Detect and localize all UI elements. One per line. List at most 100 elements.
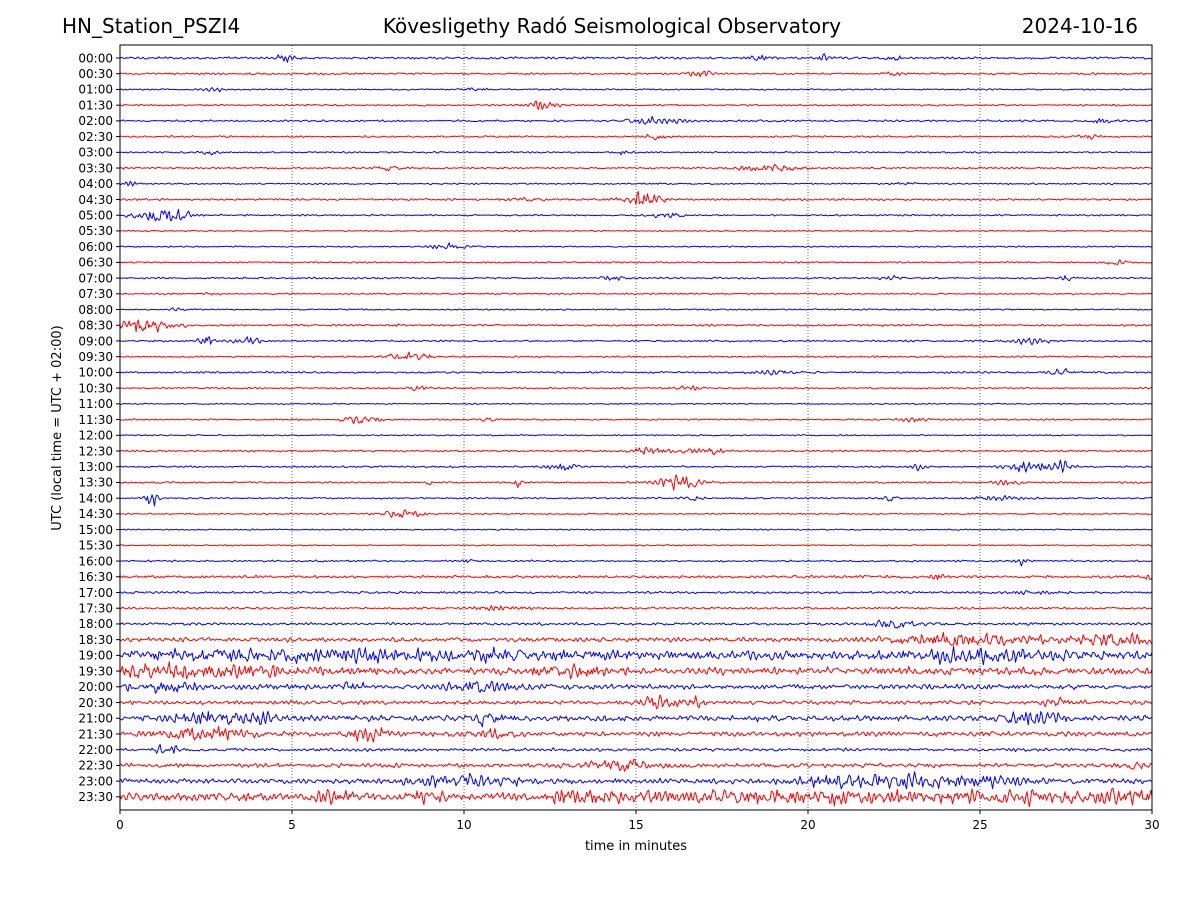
y-tick-label-2030: 20:30 — [78, 696, 113, 710]
trace-2030 — [119, 694, 1153, 710]
y-tick-label-1030: 10:30 — [78, 381, 113, 395]
x-axis-ticks: 0 5 10 15 20 25 30 — [116, 810, 1160, 832]
y-tick-label-1130: 11:30 — [78, 413, 113, 427]
trace-1600 — [119, 558, 1153, 567]
y-tick-label-1800: 18:00 — [78, 617, 113, 631]
y-tick-label-1230: 12:30 — [78, 444, 113, 458]
x-tick-label-5: 5 — [288, 818, 296, 832]
trace-1100 — [119, 402, 1153, 406]
trace-1930 — [119, 661, 1153, 680]
trace-2100 — [119, 710, 1153, 728]
trace-0000 — [119, 53, 1153, 63]
y-tick-label-0130: 01:30 — [78, 98, 113, 112]
trace-2130 — [119, 725, 1153, 743]
trace-0500 — [119, 208, 1153, 222]
y-tick-label-0230: 02:30 — [78, 130, 113, 144]
y-tick-label-1000: 10:00 — [78, 366, 113, 380]
y-tick-label-0500: 05:00 — [78, 209, 113, 223]
y-tick-label-0100: 01:00 — [78, 83, 113, 97]
trace-1500 — [119, 528, 1153, 531]
y-tick-label-1400: 14:00 — [78, 491, 113, 505]
trace-1300 — [119, 459, 1153, 473]
x-tick-label-30: 30 — [1144, 818, 1159, 832]
observatory-title: Kövesligethy Radó Seismological Observat… — [382, 14, 842, 38]
trace-0900 — [119, 336, 1153, 345]
y-tick-label-0200: 02:00 — [78, 114, 113, 128]
trace-0630 — [119, 259, 1153, 266]
y-tick-label-1730: 17:30 — [78, 602, 113, 616]
y-tick-label-2000: 20:00 — [78, 680, 113, 694]
trace-0300 — [119, 150, 1153, 156]
trace-2000 — [119, 680, 1153, 694]
trace-0830 — [119, 319, 1153, 333]
trace-0530 — [119, 229, 1153, 233]
trace-1400 — [119, 494, 1153, 507]
y-tick-label-1530: 15:30 — [78, 539, 113, 553]
trace-1530 — [119, 544, 1153, 547]
trace-1330 — [119, 474, 1153, 491]
y-tick-label-2200: 22:00 — [78, 743, 113, 757]
y-tick-label-0400: 04:00 — [78, 177, 113, 191]
y-tick-label-0730: 07:30 — [78, 287, 113, 301]
y-tick-label-1430: 14:30 — [78, 507, 113, 521]
trace-1800 — [119, 619, 1153, 629]
y-tick-label-0000: 00:00 — [78, 51, 113, 65]
y-axis-label: UTC (local time = UTC + 02:00) — [50, 325, 65, 530]
trace-0700 — [119, 274, 1153, 282]
y-tick-label-0700: 07:00 — [78, 271, 113, 285]
trace-0100 — [119, 87, 1153, 93]
y-tick-label-0330: 03:30 — [78, 161, 113, 175]
x-tick-label-10: 10 — [456, 818, 471, 832]
trace-1200 — [119, 434, 1153, 437]
y-tick-label-2330: 23:30 — [78, 790, 113, 804]
y-tick-label-0930: 09:30 — [78, 350, 113, 364]
trace-0230 — [119, 133, 1153, 141]
trace-0730 — [119, 292, 1153, 296]
trace-0800 — [120, 307, 1152, 312]
trace-0330 — [119, 163, 1153, 172]
trace-2230 — [119, 758, 1153, 772]
y-tick-label-0900: 09:00 — [78, 334, 113, 348]
y-tick-label-1330: 13:30 — [78, 476, 113, 490]
y-tick-label-1830: 18:30 — [78, 633, 113, 647]
trace-1030 — [119, 385, 1153, 391]
trace-0130 — [119, 100, 1153, 110]
trace-2300 — [119, 771, 1153, 790]
trace-1230 — [119, 446, 1153, 456]
seismic-traces — [119, 53, 1153, 808]
date-title: 2024-10-16 — [1021, 14, 1138, 38]
x-axis-label: time in minutes — [585, 839, 687, 854]
y-tick-label-1600: 16:00 — [78, 554, 113, 568]
trace-0430 — [119, 190, 1153, 206]
y-tick-label-2300: 23:00 — [78, 774, 113, 788]
grid-lines — [291, 45, 981, 810]
trace-0200 — [119, 115, 1153, 125]
trace-0400 — [119, 180, 1153, 187]
y-tick-label-0800: 08:00 — [78, 303, 113, 317]
trace-1900 — [119, 645, 1153, 666]
y-tick-label-1630: 16:30 — [78, 570, 113, 584]
trace-1430 — [119, 509, 1153, 518]
y-tick-label-2100: 21:00 — [78, 712, 113, 726]
station-title: HN_Station_PSZI4 — [62, 14, 241, 38]
trace-1000 — [119, 368, 1153, 376]
trace-1830 — [119, 631, 1153, 646]
trace-0030 — [119, 70, 1153, 78]
x-tick-label-0: 0 — [116, 818, 124, 832]
y-tick-label-1700: 17:00 — [78, 586, 113, 600]
x-tick-label-25: 25 — [972, 818, 987, 832]
y-tick-label-1930: 19:30 — [78, 664, 113, 678]
trace-1630 — [119, 574, 1153, 581]
y-tick-label-0530: 05:30 — [78, 224, 113, 238]
y-tick-label-0030: 00:30 — [78, 67, 113, 81]
trace-1130 — [119, 416, 1152, 425]
x-tick-label-15: 15 — [628, 818, 643, 832]
y-tick-label-1900: 19:00 — [78, 649, 113, 663]
x-tick-label-20: 20 — [800, 818, 815, 832]
y-tick-label-0600: 06:00 — [78, 240, 113, 254]
y-tick-label-2230: 22:30 — [78, 759, 113, 773]
trace-0930 — [119, 351, 1153, 361]
trace-1730 — [119, 605, 1153, 611]
y-tick-label-1300: 13:00 — [78, 460, 113, 474]
